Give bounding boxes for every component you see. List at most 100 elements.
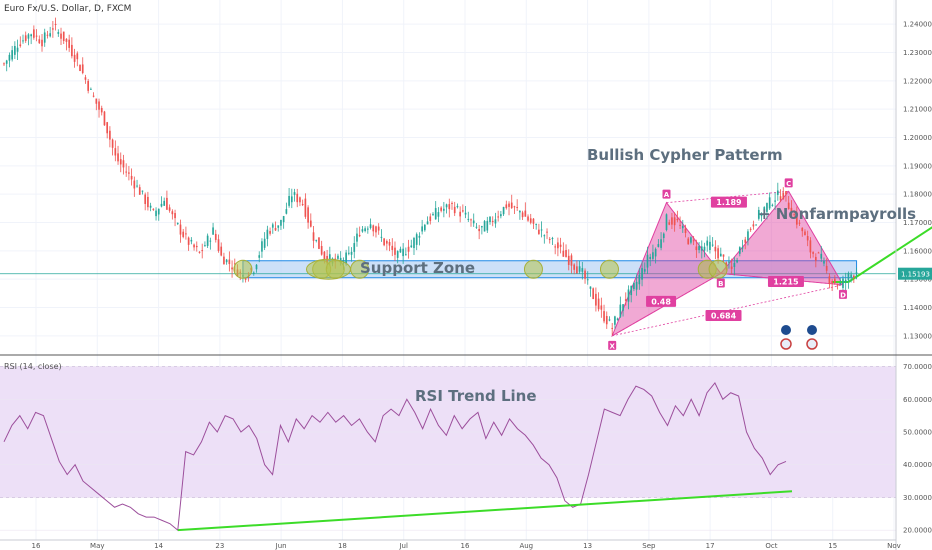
candle-body xyxy=(122,160,125,168)
rsi-tick-label: 60.0000 xyxy=(903,396,932,404)
candle-body xyxy=(369,224,372,228)
candle-body xyxy=(90,88,92,90)
candle-body xyxy=(747,231,749,241)
candle-body xyxy=(776,190,779,195)
candle-body xyxy=(451,202,453,204)
candle-body xyxy=(559,244,562,247)
candle-body xyxy=(711,244,714,246)
candle-body xyxy=(736,260,738,263)
candle-body xyxy=(385,241,388,244)
price-candles xyxy=(3,17,858,336)
rsi-tick-label: 70.0000 xyxy=(903,363,932,371)
pattern-point-badge xyxy=(784,178,793,188)
price-tick-label: 1.17000 xyxy=(903,219,932,227)
candle-body xyxy=(125,171,128,173)
candle-body xyxy=(111,139,114,148)
candle-body xyxy=(133,180,136,189)
candle-body xyxy=(309,220,312,227)
pattern-point-label: A xyxy=(664,191,670,199)
candle-body xyxy=(741,247,744,249)
candle-body xyxy=(825,265,828,271)
candle-body xyxy=(176,223,179,225)
candle-body xyxy=(546,231,548,233)
candle-body xyxy=(353,243,356,252)
candle-body xyxy=(163,200,166,206)
candle-body xyxy=(350,251,353,255)
candle-body xyxy=(193,244,195,248)
candle-body xyxy=(293,192,296,195)
candle-body xyxy=(589,286,592,289)
ratio-badge xyxy=(705,310,742,321)
candle-body xyxy=(614,316,616,325)
candle-body xyxy=(54,23,57,25)
candle-body xyxy=(437,212,440,217)
candle-body xyxy=(853,275,855,278)
candle-body xyxy=(424,224,426,231)
candle-body xyxy=(814,256,817,261)
rsi-trend-line xyxy=(177,490,793,532)
candle-body xyxy=(597,298,600,310)
candle-body xyxy=(405,254,407,256)
candle-body xyxy=(472,220,475,224)
candle-body xyxy=(372,225,375,232)
candle-body xyxy=(160,203,163,207)
candle-body xyxy=(717,248,719,259)
candle-body xyxy=(413,237,415,249)
candle-body xyxy=(510,202,513,209)
candle-body xyxy=(532,218,535,224)
candle-body xyxy=(798,222,801,224)
candle-body xyxy=(57,32,60,34)
candle-body xyxy=(671,217,673,225)
candle-body xyxy=(836,284,839,286)
candle-body xyxy=(399,248,402,253)
candle-body xyxy=(662,233,665,239)
time-tick-label: Aug xyxy=(519,542,533,550)
candle-body xyxy=(502,206,505,215)
candle-body xyxy=(214,233,217,240)
candle-body xyxy=(494,219,497,224)
candle-body xyxy=(709,241,711,250)
support-touch-marker xyxy=(305,258,351,280)
candle-body xyxy=(676,218,679,221)
candle-body xyxy=(68,39,71,48)
candle-body xyxy=(361,229,364,232)
ratio-label: 0.684 xyxy=(711,312,737,321)
candle-body xyxy=(261,241,263,252)
candle-body xyxy=(806,236,809,241)
ratio-badge xyxy=(646,295,677,307)
price-tick-label: 1.21000 xyxy=(903,106,932,114)
candle-body xyxy=(646,254,649,268)
candle-body xyxy=(138,187,141,195)
candle-body xyxy=(27,34,30,39)
candle-body xyxy=(839,282,842,284)
candle-body xyxy=(84,77,87,80)
time-tick-label: 16 xyxy=(461,542,470,550)
annotations: Bullish Cypher Patterm Support Zone + Nonf… xyxy=(360,146,916,405)
candle-body xyxy=(217,239,220,251)
candle-body xyxy=(14,46,16,55)
time-tick-label: Jun xyxy=(275,542,287,550)
last-price-label: 1.15193 xyxy=(901,271,930,279)
candle-body xyxy=(554,246,557,248)
candle-body xyxy=(633,283,635,290)
candle-body xyxy=(356,233,358,242)
candle-body xyxy=(684,228,687,233)
time-tick-label: 18 xyxy=(338,542,347,550)
candle-body xyxy=(505,204,508,209)
candle-body xyxy=(299,197,301,203)
candle-body xyxy=(453,206,456,214)
economic-event-icon xyxy=(806,338,818,350)
candle-body xyxy=(383,238,385,246)
candle-body xyxy=(375,226,377,233)
candle-body xyxy=(198,251,201,253)
candle-body xyxy=(766,203,768,212)
time-tick-label: 23 xyxy=(215,542,224,550)
candle-body xyxy=(698,246,700,251)
candle-body xyxy=(19,44,22,47)
candle-body xyxy=(190,239,193,242)
candle-body xyxy=(396,251,399,258)
candle-body xyxy=(11,50,13,60)
candle-body xyxy=(157,208,160,215)
candle-body xyxy=(266,229,269,239)
